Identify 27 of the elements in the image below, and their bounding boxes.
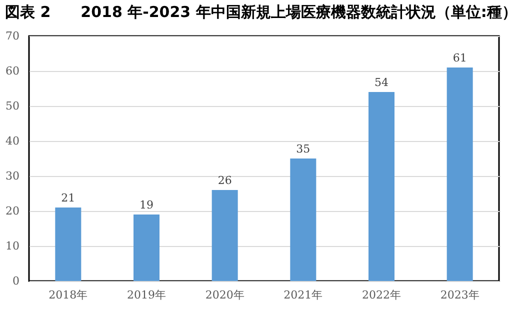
bar [368, 92, 394, 281]
x-tick-label: 2020年 [205, 288, 244, 302]
y-tick-label: 60 [6, 64, 20, 78]
y-tick-label: 50 [6, 100, 20, 112]
y-tick-label: 70 [6, 30, 20, 42]
bar [290, 158, 316, 281]
y-tick-label: 10 [6, 240, 20, 252]
data-label: 26 [218, 174, 232, 187]
bar [446, 68, 473, 281]
bar [55, 208, 82, 281]
data-label: 61 [452, 52, 467, 64]
bar [212, 190, 238, 281]
data-label: 35 [296, 142, 310, 156]
data-label: 19 [140, 198, 154, 212]
chart-title: 図表 2 2018 年-2023 年中国新規上場医療機器数統計状況（単位:種） [5, 3, 517, 21]
x-tick-label: 2023年 [440, 288, 480, 302]
bar [134, 214, 160, 281]
y-tick-label: 20 [6, 204, 20, 218]
y-tick-label: 30 [6, 170, 20, 182]
y-tick-label: 40 [6, 134, 20, 148]
x-tick-label: 2018年 [48, 288, 88, 302]
y-tick-label: 0 [12, 274, 20, 288]
x-tick-label: 2021年 [284, 288, 323, 302]
data-label: 21 [61, 192, 76, 204]
data-label: 54 [374, 76, 388, 89]
x-tick-label: 2019年 [127, 288, 166, 302]
x-tick-label: 2022年 [362, 288, 401, 302]
